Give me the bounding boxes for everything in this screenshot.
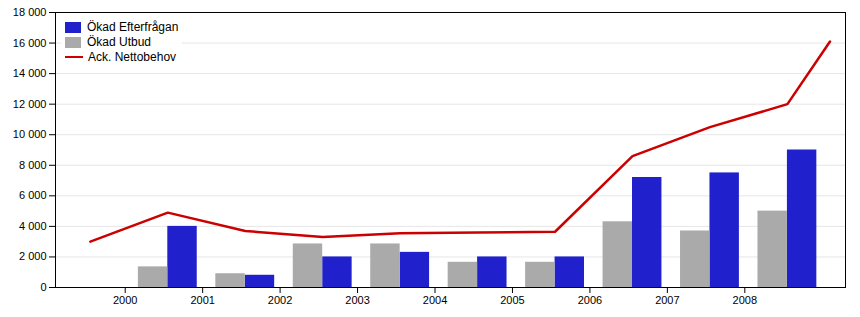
svg-text:2007: 2007 [655, 294, 679, 306]
html-text:Ökad Utbud: Ökad Utbud [87, 35, 151, 49]
svg-text:2003: 2003 [345, 294, 369, 306]
svg-text:2002: 2002 [268, 294, 292, 306]
svg-text:8 000: 8 000 [19, 159, 47, 171]
svg-text:0: 0 [40, 281, 46, 293]
svg-text:2004: 2004 [423, 294, 447, 306]
svg-text:6 000: 6 000 [19, 189, 47, 201]
html-text:Ack. Nettobehov: Ack. Nettobehov [88, 50, 177, 64]
svg-text:2001: 2001 [190, 294, 214, 306]
svg-text:18 000: 18 000 [13, 6, 47, 18]
svg-text:4 000: 4 000 [19, 220, 47, 232]
svg-text:2005: 2005 [500, 294, 524, 306]
svg-text:10 000: 10 000 [13, 128, 47, 140]
svg-text:2000: 2000 [113, 294, 137, 306]
svg-text:2006: 2006 [578, 294, 602, 306]
html-text:Ökad Efterfrågan: Ökad Efterfrågan [87, 20, 179, 34]
svg-text:12 000: 12 000 [13, 98, 47, 110]
svg-text:2008: 2008 [733, 294, 757, 306]
svg-text:14 000: 14 000 [13, 67, 47, 79]
svg-text:16 000: 16 000 [13, 37, 47, 49]
svg-text:2 000: 2 000 [19, 250, 47, 262]
